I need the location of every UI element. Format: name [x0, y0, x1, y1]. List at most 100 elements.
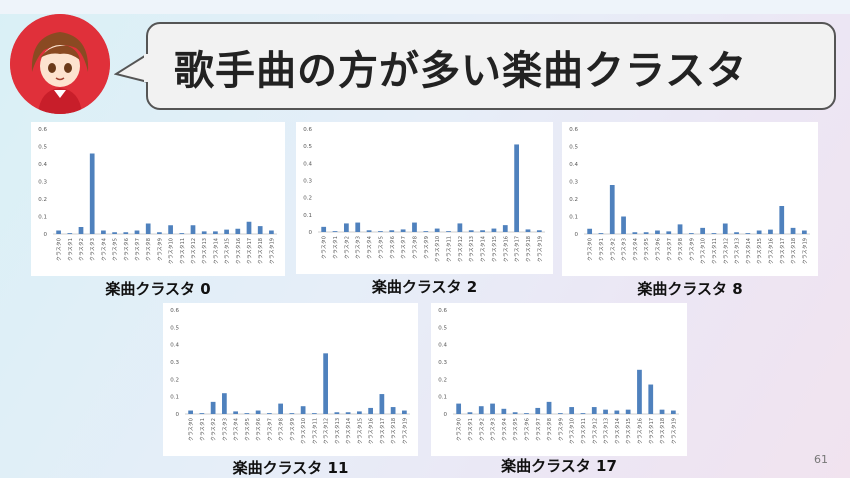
- x-tick-label: クラスタ9: [557, 418, 564, 441]
- bar: [677, 224, 683, 234]
- bar: [456, 403, 462, 414]
- x-tick-label: クラスタ8: [411, 236, 418, 259]
- x-tick-label: クラスタ18: [257, 238, 264, 264]
- x-tick-label: クラスタ2: [478, 418, 485, 441]
- bar: [278, 403, 283, 414]
- bar: [580, 413, 586, 414]
- x-tick-label: クラスタ10: [700, 238, 707, 264]
- bar: [423, 231, 429, 232]
- x-tick-label: クラスタ1: [467, 418, 474, 441]
- x-tick-label: クラスタ15: [756, 238, 763, 264]
- x-tick-label: クラスタ6: [523, 418, 530, 441]
- bar: [188, 410, 193, 414]
- y-tick-label: 0.3: [38, 180, 47, 186]
- chart-panel-cluster-17: 0 0.1 0.2 0.3 0.4 0.5 0.6 クラスタ0 クラスタ1 クラスタ2 クラスタ3 ク…: [431, 303, 687, 456]
- bar: [688, 233, 694, 234]
- x-tick-label: クラスタ12: [591, 418, 598, 444]
- bar: [179, 233, 185, 234]
- x-tick-label: クラスタ12: [457, 236, 464, 262]
- x-tick-label: クラスタ2: [609, 238, 616, 261]
- x-tick-label: クラスタ6: [389, 236, 396, 259]
- x-tick-label: クラスタ10: [168, 238, 175, 264]
- y-tick-label: 0: [444, 412, 448, 418]
- x-tick-label: クラスタ4: [233, 418, 240, 441]
- bar: [289, 413, 295, 414]
- y-tick-label: 0.6: [170, 308, 179, 314]
- bar: [343, 223, 349, 232]
- bar: [101, 230, 106, 234]
- bar: [332, 231, 338, 232]
- bar: [609, 185, 615, 234]
- bar: [267, 413, 272, 414]
- bar: [345, 412, 351, 414]
- bar: [67, 233, 73, 234]
- x-tick-label: クラスタ16: [502, 236, 509, 262]
- x-tick-label: クラスタ10: [434, 236, 441, 262]
- x-tick-label: クラスタ18: [525, 236, 532, 262]
- y-tick-label: 0.1: [569, 215, 578, 221]
- bar: [734, 232, 739, 234]
- bar: [666, 231, 672, 234]
- bar: [378, 231, 383, 232]
- bar: [525, 229, 531, 232]
- x-tick-label: クラスタ9: [156, 238, 163, 261]
- bar: [768, 229, 773, 234]
- bar: [535, 407, 541, 414]
- bar: [446, 231, 451, 232]
- x-tick-label: クラスタ12: [323, 418, 330, 444]
- x-tick-label: クラスタ0: [188, 418, 195, 441]
- x-tick-label: クラスタ13: [201, 238, 208, 264]
- bar: [233, 411, 238, 414]
- bar: [637, 369, 642, 414]
- y-tick-label: 0.6: [569, 127, 578, 133]
- bar: [323, 353, 328, 414]
- x-tick-label: クラスタ13: [603, 418, 610, 444]
- x-tick-label: クラスタ11: [311, 418, 318, 444]
- x-tick-label: クラスタ7: [535, 418, 542, 441]
- x-tick-label: クラスタ18: [390, 418, 397, 444]
- bar: [643, 232, 649, 234]
- bar: [478, 406, 484, 414]
- x-tick-label: クラスタ5: [643, 238, 650, 261]
- y-tick-label: 0.4: [303, 161, 312, 167]
- speech-bubble-tail: [114, 53, 149, 83]
- x-tick-label: クラスタ19: [801, 238, 808, 264]
- y-tick-label: 0.6: [303, 127, 312, 133]
- x-tick-label: クラスタ6: [123, 238, 130, 261]
- bar: [56, 230, 61, 234]
- x-tick-label: クラスタ16: [368, 418, 375, 444]
- x-tick-label: クラスタ4: [366, 236, 373, 259]
- x-tick-label: クラスタ4: [501, 418, 508, 441]
- bar-chart-cluster-8: 0 0.1 0.2 0.3 0.4 0.5 0.6 クラスタ0 クラスタ1 クラスタ2 クラスタ3 ク…: [569, 127, 810, 264]
- y-tick-label: 0.2: [569, 197, 578, 203]
- bar: [603, 409, 608, 414]
- page-number: 61: [814, 453, 828, 466]
- y-tick-label: 0.1: [170, 395, 179, 401]
- bar: [501, 408, 507, 414]
- bar: [321, 226, 327, 232]
- chart-caption-cluster-8: 楽曲クラスタ 8: [637, 280, 743, 298]
- x-tick-label: クラスタ14: [614, 418, 621, 444]
- x-tick-label: クラスタ17: [246, 238, 253, 264]
- bar: [434, 228, 440, 232]
- y-tick-label: 0.5: [38, 145, 47, 151]
- chart-caption-cluster-17: 楽曲クラスタ 17: [501, 457, 617, 475]
- x-tick-label: クラスタ15: [224, 238, 231, 264]
- bar: [491, 228, 497, 232]
- x-tick-label: クラスタ4: [100, 238, 107, 261]
- x-tick-label: クラスタ13: [334, 418, 341, 444]
- speech-bubble: 歌手曲の方が多い楽曲クラスタ: [146, 22, 836, 110]
- bar-chart-cluster-2: 0 0.1 0.2 0.3 0.4 0.5 0.6 クラスタ0 クラスタ1 クラスタ2 クラスタ3 ク…: [303, 127, 545, 262]
- x-tick-label: クラスタ14: [480, 236, 487, 262]
- bar: [366, 230, 372, 232]
- bar: [502, 225, 508, 232]
- bar: [711, 233, 717, 234]
- chart-caption-cluster-2: 楽曲クラスタ 2: [371, 278, 478, 296]
- x-tick-label: クラスタ5: [112, 238, 119, 261]
- chart-panel-cluster-2: 0 0.1 0.2 0.3 0.4 0.5 0.6 クラスタ0 クラスタ1 クラスタ2 クラスタ3 ク…: [296, 122, 553, 274]
- chart-caption-cluster-11: 楽曲クラスタ 11: [232, 459, 349, 477]
- y-tick-label: 0.2: [303, 196, 312, 202]
- bar: [190, 225, 196, 234]
- x-tick-label: クラスタ16: [235, 238, 242, 264]
- x-tick-label: クラスタ11: [179, 238, 186, 264]
